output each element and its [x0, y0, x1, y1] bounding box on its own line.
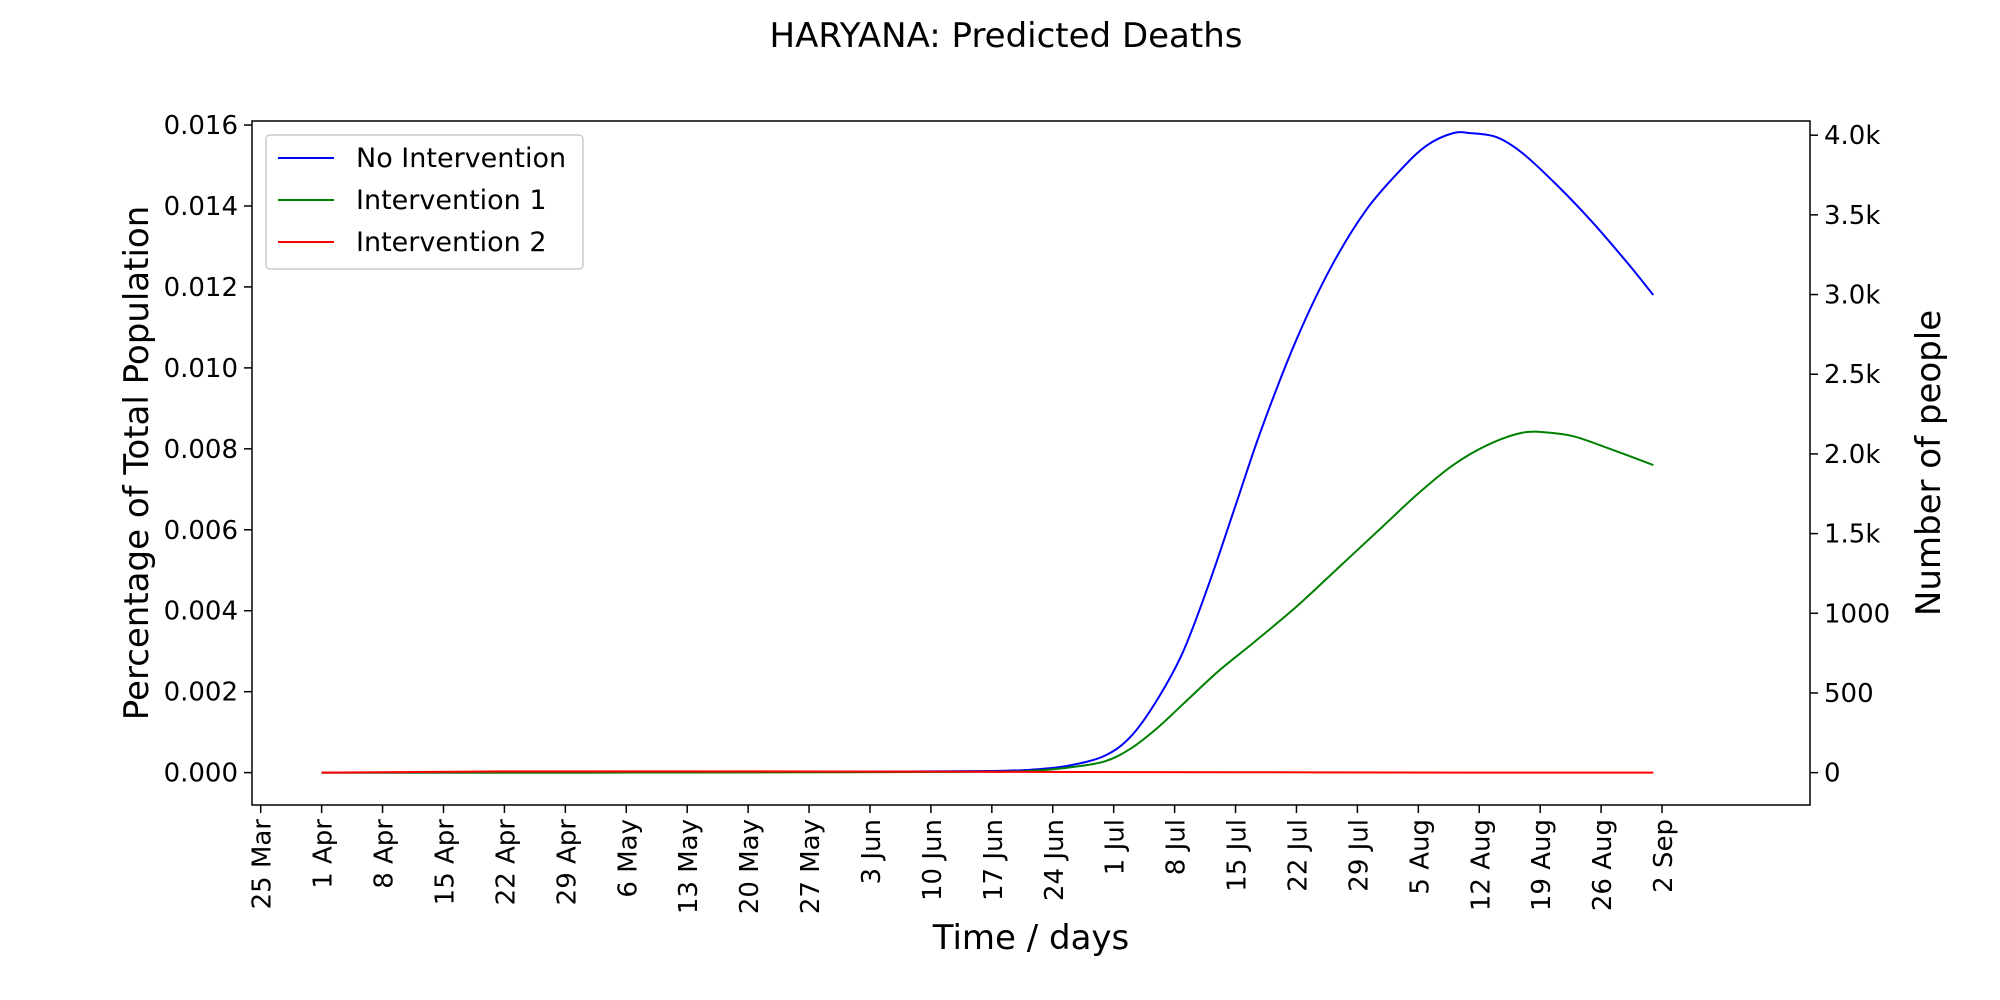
y-right-tick-label: 3.0k: [1824, 281, 1880, 311]
y-left-tick-label: 0.002: [164, 678, 238, 708]
y-left-tick-label: 0.006: [164, 516, 238, 546]
x-tick-label: 2 Sep: [1649, 819, 1679, 893]
x-tick-label: 26 Aug: [1588, 819, 1618, 911]
y-right-tick-label: 0: [1824, 759, 1841, 789]
legend-box: [265, 134, 584, 270]
x-tick-label: 27 May: [796, 819, 826, 914]
x-tick-label: 15 Jul: [1223, 819, 1253, 892]
x-tick-label: 12 Aug: [1466, 819, 1496, 911]
y-right-tick-label: 500: [1824, 679, 1874, 709]
x-tick-label: 3 Jun: [857, 819, 887, 884]
x-tick-label: 6 May: [613, 819, 643, 898]
series-line-3: [321, 770, 1654, 774]
y-left-tick-label: 0.000: [164, 759, 238, 789]
x-tick-label: 1 Apr: [309, 819, 339, 889]
y-right-tick-label: 1000: [1824, 599, 1890, 629]
y-axis-right-title: Number of people: [1909, 310, 1949, 616]
y-left-tick-label: 0.016: [164, 111, 238, 141]
series-layer: [321, 131, 1655, 774]
legend: No Intervention Intervention 1 Interventio…: [265, 134, 584, 270]
x-tick-label: 8 Jul: [1162, 819, 1192, 875]
y-left-tick-label: 0.010: [164, 354, 238, 384]
x-tick-label: 17 Jun: [979, 819, 1009, 901]
legend-label: Intervention 2: [356, 227, 547, 258]
legend-label: No Intervention: [356, 143, 566, 174]
y-left-tick-label: 0.008: [164, 435, 238, 465]
y-axis-left-ticks: 0.000 0.002 0.004 0.006 0.008 0.010 0.012 0.014…: [164, 111, 252, 789]
x-tick-label: 24 Jun: [1040, 819, 1070, 901]
x-tick-label: 5 Aug: [1405, 819, 1435, 895]
y-left-tick-label: 0.014: [164, 192, 238, 222]
x-tick-label: 22 Apr: [491, 819, 521, 906]
y-right-tick-label: 2.5k: [1824, 360, 1880, 390]
y-axis-right-ticks: 0 500 1000 1.5k 2.0k 2.5k 3.0k 3.5k 4.0k: [1810, 121, 1890, 789]
y-left-tick-label: 0.012: [164, 273, 238, 303]
x-tick-label: 15 Apr: [430, 819, 460, 906]
x-tick-label: 22 Jul: [1283, 819, 1313, 892]
x-tick-label: 13 May: [674, 819, 704, 914]
y-axis-left-title: Percentage of Total Population: [117, 206, 157, 721]
x-tick-label: 29 Jul: [1344, 819, 1374, 892]
y-right-tick-label: 2.0k: [1824, 440, 1880, 470]
x-tick-label: 20 May: [735, 819, 765, 914]
x-tick-label: 19 Aug: [1527, 819, 1557, 911]
x-tick-label: 1 Jul: [1101, 819, 1131, 875]
y-right-tick-label: 4.0k: [1824, 121, 1880, 151]
x-tick-label: 29 Apr: [552, 819, 582, 906]
x-tick-label: 25 Mar: [248, 819, 278, 910]
x-axis-ticks: 25 Mar 1 Apr 8 Apr 15 Apr 22 Apr 29 Apr 6 May 1…: [248, 805, 1679, 914]
plot-frame: [251, 120, 1811, 806]
legend-label: Intervention 1: [356, 185, 547, 216]
y-right-tick-label: 3.5k: [1824, 201, 1880, 231]
chart-title: HARYANA: Predicted Deaths: [770, 16, 1243, 56]
y-left-tick-label: 0.004: [164, 597, 238, 627]
x-axis-title: Time / days: [932, 918, 1130, 958]
y-right-tick-label: 1.5k: [1824, 520, 1880, 550]
x-tick-label: 8 Apr: [370, 819, 400, 889]
x-tick-label: 10 Jun: [918, 819, 948, 901]
